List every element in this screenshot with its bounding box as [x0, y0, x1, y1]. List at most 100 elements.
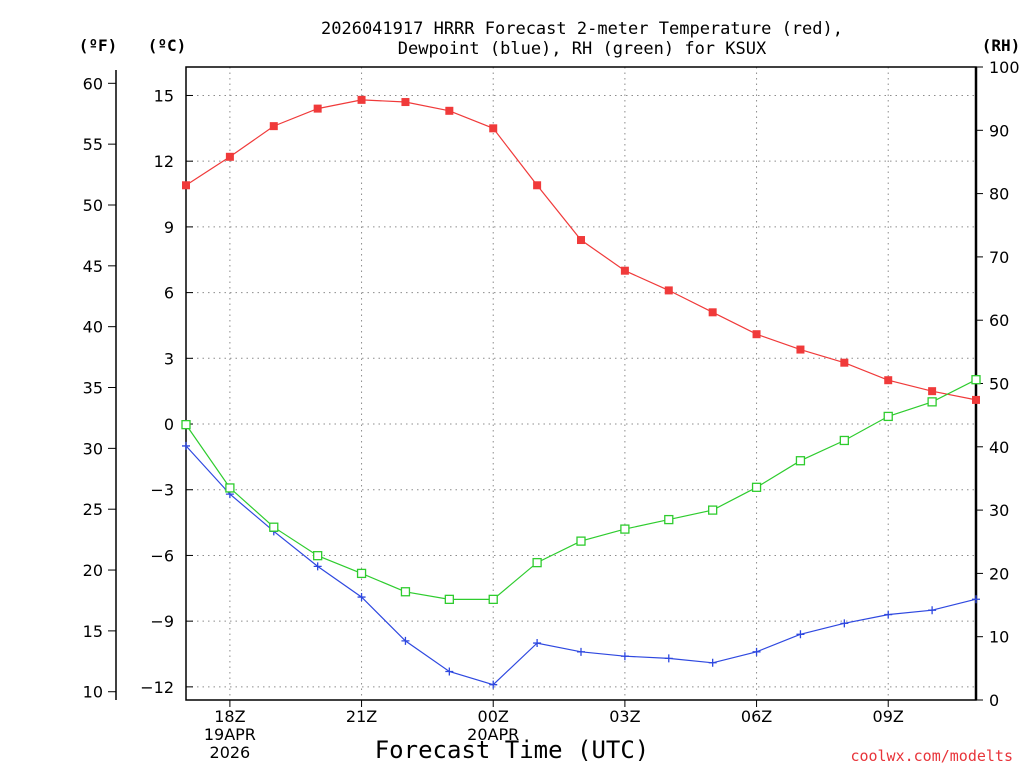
fahrenheit-tick-label: 15 — [83, 622, 103, 641]
rh-tick-label: 0 — [989, 691, 999, 710]
dewpoint-point — [533, 639, 542, 648]
rh-tick-label: 10 — [989, 628, 1009, 647]
rh-tick-label: 40 — [989, 438, 1009, 457]
dewpoint-point — [928, 606, 937, 615]
temperature-point — [708, 308, 717, 317]
rh-point — [488, 594, 498, 605]
rh-point — [225, 483, 235, 493]
temperature-point — [884, 376, 893, 385]
celsius-tick-label: −3 — [150, 481, 174, 500]
rh-point — [400, 587, 411, 597]
fahrenheit-tick-label: 35 — [83, 379, 103, 398]
rh-point — [795, 456, 806, 466]
temperature-point — [313, 104, 322, 113]
x-tick-label: 06Z — [741, 707, 772, 726]
fahrenheit-tick-label: 30 — [83, 439, 103, 458]
dewpoint-point — [796, 630, 805, 639]
dewpoint-point — [445, 667, 454, 676]
rh-point — [181, 419, 191, 430]
x-tick-label: 00Z — [478, 707, 509, 726]
rh-point — [927, 397, 937, 407]
fahrenheit-tick-label: 45 — [83, 257, 103, 276]
rh-tick-label: 90 — [989, 121, 1009, 140]
x-tick-label: 03Z — [609, 707, 640, 726]
dewpoint-point — [620, 652, 629, 661]
temperature-point — [182, 181, 190, 190]
rh-point — [313, 551, 323, 561]
fahrenheit-tick-label: 50 — [83, 196, 103, 215]
temperature-point — [533, 181, 542, 190]
dewpoint-point — [489, 680, 498, 689]
celsius-tick-label: 9 — [164, 218, 174, 237]
fahrenheit-unit-label: (ºF) — [79, 36, 118, 55]
rh-tick-label: 30 — [989, 501, 1009, 520]
celsius-tick-label: 0 — [164, 415, 174, 434]
dewpoint-point — [884, 610, 893, 619]
celsius-unit-label: (ºC) — [148, 36, 187, 55]
rh-point — [356, 568, 367, 579]
rh-unit-label: (RH) — [982, 36, 1021, 55]
celsius-tick-label: −9 — [150, 612, 174, 631]
dewpoint-point — [313, 562, 322, 571]
rh-tick-label: 60 — [989, 311, 1009, 330]
x-tick-label: 19APR — [204, 725, 256, 744]
rh-point — [883, 411, 893, 422]
credit-text: coolwx.com/modelts — [850, 747, 1013, 765]
temperature-line — [185, 99, 977, 401]
chart-title-line2: Dewpoint (blue), RH (green) for KSUX — [398, 39, 767, 59]
dewpoint-point — [752, 647, 761, 656]
temperature-point — [928, 387, 937, 396]
celsius-tick-label: 3 — [164, 349, 174, 368]
fahrenheit-tick-label: 60 — [83, 74, 103, 93]
celsius-tick-label: 6 — [164, 284, 174, 303]
celsius-tick-label: −12 — [140, 678, 174, 697]
temperature-point — [840, 358, 849, 367]
rh-point — [620, 524, 630, 534]
dewpoint-point — [972, 595, 980, 604]
rh-tick-label: 80 — [989, 185, 1009, 204]
rh-tick-label: 20 — [989, 564, 1009, 583]
rh-tick-label: 100 — [989, 58, 1020, 77]
rh-point — [839, 435, 849, 446]
x-tick-label: 20APR — [467, 725, 519, 744]
data-series — [181, 95, 981, 689]
fahrenheit-tick-label: 55 — [83, 135, 103, 154]
temperature-point — [796, 345, 805, 354]
fahrenheit-tick-label: 10 — [83, 683, 103, 702]
x-tick-label: 21Z — [346, 707, 377, 726]
rh-point — [751, 482, 762, 492]
temperature-point — [972, 395, 980, 404]
dewpoint-point — [577, 647, 585, 656]
rh-point — [971, 375, 981, 385]
celsius-tick-label: −6 — [150, 546, 174, 565]
dewpoint-point — [708, 658, 717, 667]
celsius-tick-label: 12 — [154, 152, 174, 171]
dewpoint-point — [182, 441, 190, 450]
rh-point — [269, 522, 279, 532]
celsius-tick-label: 15 — [154, 86, 174, 105]
x-axis-label: Forecast Time (UTC) — [375, 736, 650, 764]
rh-tick-label: 70 — [989, 248, 1009, 267]
rh-point — [664, 514, 674, 525]
dewpoint-point — [357, 593, 366, 602]
dewpoint-point — [664, 654, 673, 663]
rh-point — [576, 536, 586, 546]
fahrenheit-tick-label: 40 — [83, 318, 103, 337]
temperature-point — [620, 266, 629, 275]
fahrenheit-tick-label: 25 — [83, 500, 103, 519]
dewpoint-point — [840, 619, 849, 628]
temperature-point — [577, 236, 585, 245]
plot-frame — [185, 66, 977, 701]
rh-point — [444, 594, 454, 605]
temperature-point — [445, 106, 454, 115]
temperature-point — [401, 98, 410, 107]
x-tick-label: 18Z — [214, 707, 245, 726]
chart-title-line1: 2026041917 HRRR Forecast 2-meter Tempera… — [321, 19, 843, 39]
x-tick-label: 2026 — [210, 743, 251, 762]
fahrenheit-tick-label: 20 — [83, 561, 103, 580]
rh-point — [532, 557, 542, 568]
temperature-point — [357, 95, 366, 104]
dewpoint-point — [401, 636, 410, 645]
